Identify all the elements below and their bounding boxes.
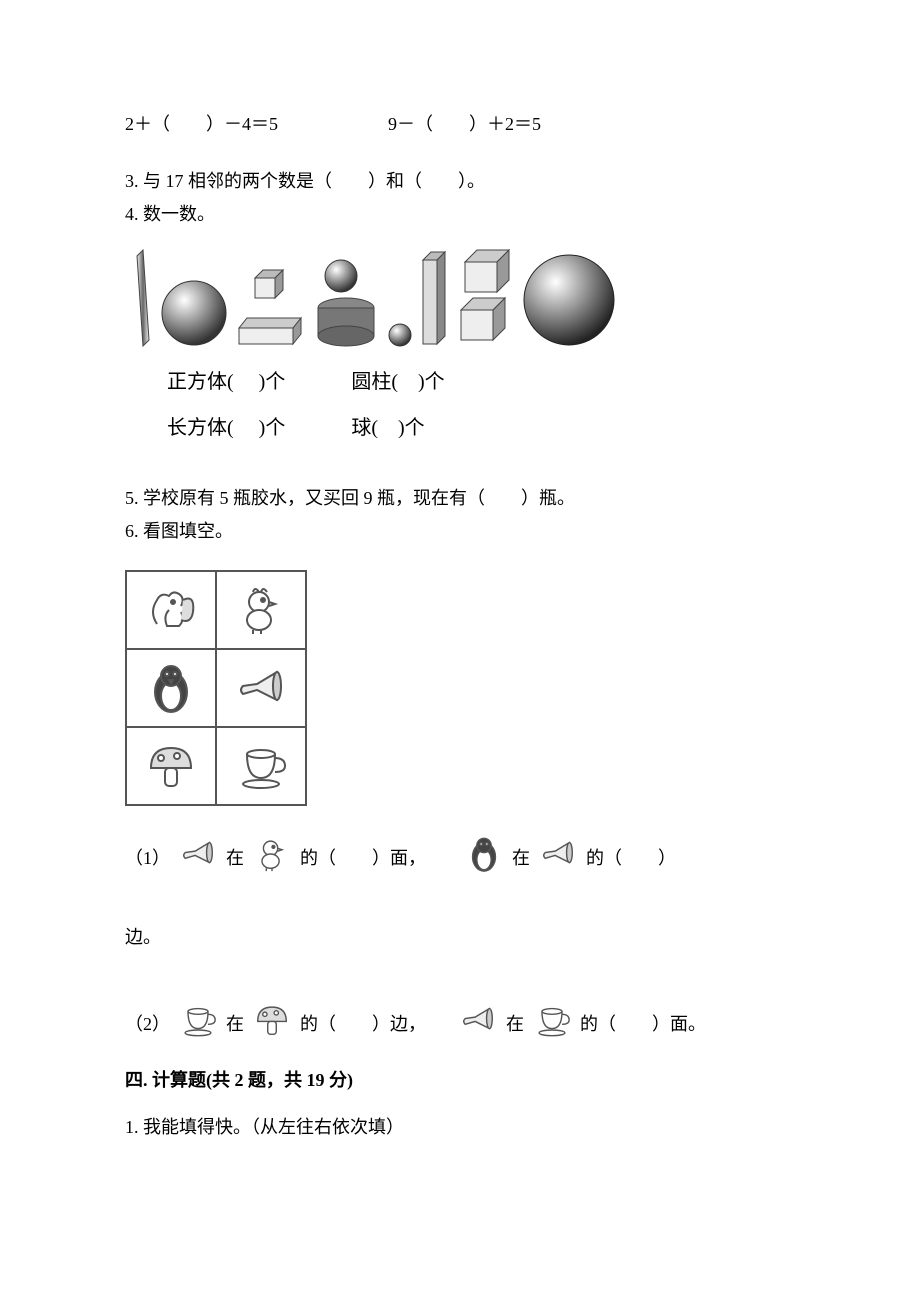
label-cube: 正方体( )个	[167, 366, 285, 398]
grid-cell-cup	[216, 727, 306, 805]
equation-left: 2＋（ ）－4＝5	[125, 110, 278, 139]
equation-row: 2＋（ ）－4＝5 9－（ ）＋2＝5	[125, 110, 795, 139]
sphere-cylinder-icon	[311, 258, 381, 348]
label-cylinder: 圆柱( )个	[351, 366, 444, 398]
q6-p2-b: 的（ ）边，	[300, 1010, 426, 1039]
label-cuboid: 长方体( )个	[167, 412, 285, 444]
question-3: 3. 与 17 相邻的两个数是（ ）和（ ）。	[125, 167, 795, 196]
chick-small-icon	[250, 834, 294, 883]
mushroom-icon	[143, 738, 199, 794]
grid-cell-horn	[216, 649, 306, 727]
q6-part1-line1: （1） 在 的（ ）面， 在 的（ ）	[125, 834, 795, 883]
q6-p2-prefix: （2）	[125, 1010, 170, 1039]
grid-cell-mushroom	[126, 727, 216, 805]
tall-cuboid-icon	[419, 248, 449, 348]
horn-small-icon-3	[456, 1000, 500, 1049]
q6-p1-b: 的（ ）面，	[300, 844, 426, 873]
sphere-small-icon	[387, 322, 413, 348]
stick-icon	[133, 248, 153, 348]
horn-small-icon	[176, 834, 220, 883]
q6-p2-c: 在	[506, 1010, 524, 1039]
penguin-icon	[143, 660, 199, 716]
chick-icon	[233, 582, 289, 638]
question-5: 5. 学校原有 5 瓶胶水，又买回 9 瓶，现在有（ ）瓶。	[125, 484, 795, 513]
horn-icon	[233, 660, 289, 716]
shape-labels: 正方体( )个 圆柱( )个 长方体( )个 球( )个	[125, 366, 795, 444]
q6-p1-c: 在	[512, 844, 530, 873]
grid-cell-penguin	[126, 649, 216, 727]
cup-icon	[233, 738, 289, 794]
section-4-q1: 1. 我能填得快。（从左往右依次填）	[125, 1113, 795, 1142]
position-grid	[125, 570, 307, 806]
cube-cuboid-icon	[235, 268, 305, 348]
grid-cell-squirrel	[126, 571, 216, 649]
cup-small-icon	[176, 1000, 220, 1049]
sphere-big-icon	[521, 252, 617, 348]
two-cubes-icon	[455, 248, 515, 348]
label-sphere: 球( )个	[351, 412, 424, 444]
shapes-row	[125, 248, 795, 348]
cup-small-icon-2	[530, 1000, 574, 1049]
penguin-small-icon	[462, 834, 506, 883]
grid-cell-chick	[216, 571, 306, 649]
q6-p1-tail: 边。	[125, 923, 795, 952]
q6-part2-line: （2） 在 的（ ）边， 在 的（ ）面。	[125, 1000, 795, 1049]
q6-p1-a: 在	[226, 844, 244, 873]
mushroom-small-icon	[250, 1000, 294, 1049]
equation-right: 9－（ ）＋2＝5	[388, 110, 541, 139]
q6-p2-d: 的（ ）面。	[580, 1010, 706, 1039]
shapes-figure: 正方体( )个 圆柱( )个 长方体( )个 球( )个	[125, 248, 795, 444]
q6-p1-d: 的（ ）	[586, 844, 676, 873]
squirrel-icon	[143, 582, 199, 638]
q6-p2-a: 在	[226, 1010, 244, 1039]
question-6-title: 6. 看图填空。	[125, 517, 795, 546]
horn-small-icon-2	[536, 834, 580, 883]
sphere-icon	[159, 278, 229, 348]
q6-p1-prefix: （1）	[125, 844, 170, 873]
section-4-title: 四. 计算题(共 2 题，共 19 分)	[125, 1066, 795, 1095]
question-4-title: 4. 数一数。	[125, 200, 795, 229]
